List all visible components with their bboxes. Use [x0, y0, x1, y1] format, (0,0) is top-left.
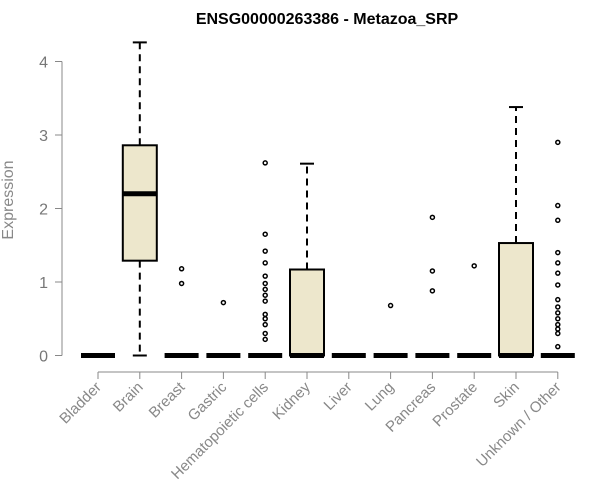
outlier-point — [178, 280, 185, 287]
outlier-point — [262, 273, 268, 279]
outlier-point — [262, 316, 268, 322]
outlier-point — [555, 139, 561, 146]
outlier-point — [555, 330, 561, 337]
x-tick-label: Kidney — [269, 378, 314, 423]
box-group — [248, 160, 283, 358]
outlier-point — [262, 321, 268, 328]
outlier-point — [555, 260, 561, 266]
box-group — [289, 162, 325, 358]
x-tick-label: Bladder — [56, 379, 105, 428]
outlier-point — [429, 268, 436, 274]
x-tick-label: Prostate — [429, 379, 481, 431]
outlier-point — [555, 296, 561, 303]
box-rect — [498, 242, 534, 357]
outlier-point — [262, 311, 268, 318]
outlier-point — [555, 282, 561, 288]
box-group — [121, 41, 158, 357]
outlier-point — [220, 299, 227, 306]
outlier-point — [429, 288, 436, 294]
outlier-point — [555, 217, 561, 224]
box-group — [540, 139, 575, 358]
box-group — [206, 299, 241, 358]
box-rect — [289, 268, 325, 357]
outlier-point — [555, 326, 561, 332]
y-axis-label: Expression — [0, 160, 17, 239]
outlier-point — [555, 343, 561, 350]
x-tick-label: Liver — [321, 379, 356, 414]
x-tick-label: Lung — [362, 379, 398, 415]
chart-title: ENSG00000263386 - Metazoa_SRP — [196, 11, 459, 28]
box-group — [498, 106, 534, 358]
outlier-point — [555, 310, 561, 316]
outlier-point — [262, 292, 268, 298]
y-tick-label: 3 — [39, 128, 48, 145]
outlier-point — [178, 266, 185, 272]
box-series — [81, 41, 575, 358]
outlier-point — [262, 260, 268, 266]
outlier-point — [429, 214, 436, 221]
outlier-point — [555, 321, 561, 328]
outlier-point — [262, 330, 268, 337]
y-tick-label: 2 — [39, 202, 48, 219]
outlier-point — [555, 202, 561, 209]
y-tick-label: 0 — [39, 349, 48, 366]
outlier-point — [262, 231, 268, 237]
outlier-point — [262, 248, 268, 254]
box-group — [373, 302, 408, 358]
x-tick-label: Brain — [110, 379, 147, 416]
outlier-point — [262, 286, 268, 293]
outlier-point — [555, 316, 561, 322]
outlier-point — [555, 304, 561, 310]
x-tick-label: Skin — [490, 379, 523, 412]
y-tick-label: 4 — [39, 55, 48, 72]
box-rect — [121, 144, 158, 262]
outlier-point — [555, 249, 561, 256]
outlier-point — [262, 160, 268, 166]
outlier-point — [262, 336, 268, 343]
outlier-point — [262, 280, 268, 287]
outlier-point — [471, 263, 477, 269]
outlier-point — [555, 270, 561, 276]
y-axis: 0 1 2 3 4 — [39, 55, 63, 366]
outlier-point — [262, 298, 268, 304]
box-group — [457, 263, 492, 358]
box-group — [415, 214, 450, 358]
outlier-point — [387, 302, 394, 309]
box-group — [164, 266, 199, 358]
x-tick-label: Breast — [146, 378, 189, 421]
y-tick-label: 1 — [39, 275, 48, 292]
